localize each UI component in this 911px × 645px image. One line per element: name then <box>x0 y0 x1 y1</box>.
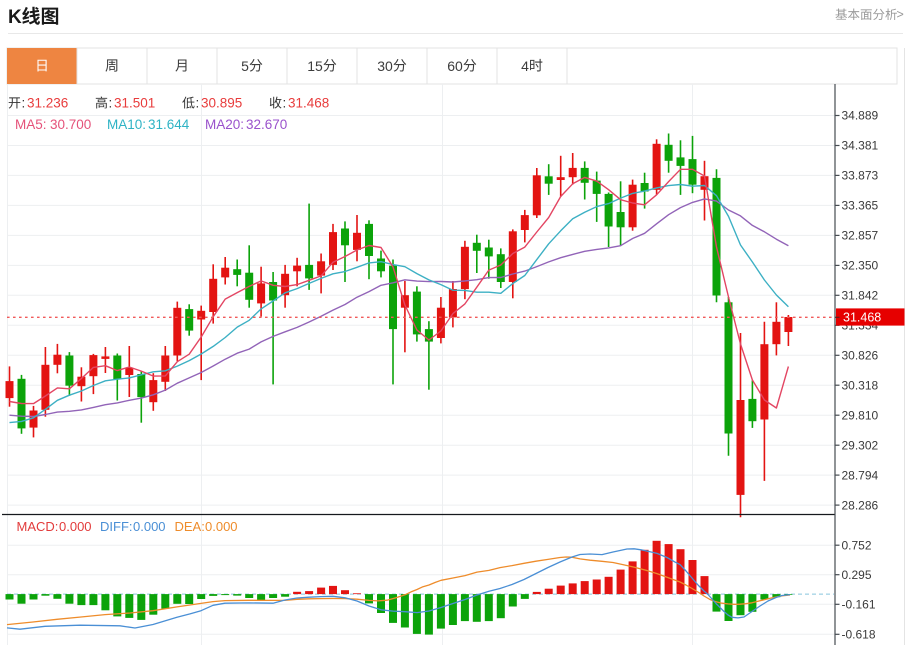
svg-text:31.236: 31.236 <box>27 96 68 111</box>
svg-text::: : <box>283 96 287 111</box>
svg-text:60: 60 <box>447 58 463 74</box>
svg-text:-0.161: -0.161 <box>842 598 876 612</box>
svg-text:31.644: 31.644 <box>148 117 190 132</box>
svg-text:0.000: 0.000 <box>205 519 238 534</box>
svg-text:-0.618: -0.618 <box>842 628 876 642</box>
svg-text:29.302: 29.302 <box>842 438 879 452</box>
svg-text:MACD:: MACD: <box>17 519 59 534</box>
svg-text:34.381: 34.381 <box>842 139 879 153</box>
svg-text:28.286: 28.286 <box>842 498 879 512</box>
svg-text::: : <box>22 96 26 111</box>
svg-text:31.468: 31.468 <box>288 96 329 111</box>
svg-text:32.857: 32.857 <box>842 229 879 243</box>
svg-text:32.670: 32.670 <box>246 117 287 132</box>
svg-text:28.794: 28.794 <box>842 468 879 482</box>
svg-text:34.889: 34.889 <box>842 109 879 123</box>
svg-text:MA20:: MA20: <box>205 117 244 132</box>
svg-text:>: > <box>897 8 904 22</box>
svg-text:0.295: 0.295 <box>842 568 872 582</box>
svg-text:30.895: 30.895 <box>201 96 242 111</box>
svg-text:MA10:: MA10: <box>107 117 146 132</box>
svg-text:4: 4 <box>521 58 529 74</box>
svg-text::: : <box>109 96 113 111</box>
svg-text:0.752: 0.752 <box>842 538 872 552</box>
svg-text:31.468: 31.468 <box>843 311 881 325</box>
svg-text:30.700: 30.700 <box>50 117 91 132</box>
svg-text:DIFF:: DIFF: <box>100 519 133 534</box>
svg-text:30.826: 30.826 <box>842 349 879 363</box>
svg-text:31.842: 31.842 <box>842 289 879 303</box>
svg-text:K: K <box>8 7 22 28</box>
svg-text:32.350: 32.350 <box>842 259 879 273</box>
svg-text:0.000: 0.000 <box>133 519 166 534</box>
svg-text::: : <box>196 96 200 111</box>
svg-text:5: 5 <box>241 58 249 74</box>
svg-text:31.501: 31.501 <box>114 96 155 111</box>
svg-text:0.000: 0.000 <box>59 519 92 534</box>
svg-text:15: 15 <box>307 58 323 74</box>
svg-text:30.318: 30.318 <box>842 378 879 392</box>
svg-text:33.873: 33.873 <box>842 169 879 183</box>
svg-text:30: 30 <box>377 58 393 74</box>
svg-text:33.365: 33.365 <box>842 199 879 213</box>
svg-text:MA5:: MA5: <box>15 117 47 132</box>
svg-text:DEA:: DEA: <box>175 519 205 534</box>
svg-text:29.810: 29.810 <box>842 408 879 422</box>
